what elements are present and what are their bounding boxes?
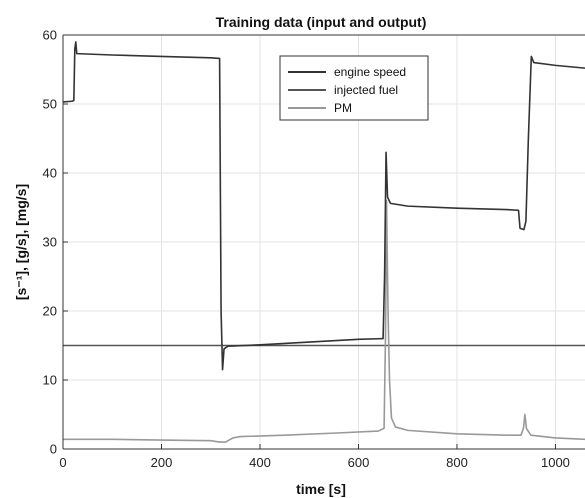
series-layer (63, 41, 585, 443)
legend: engine speed injected fuel PM (279, 55, 429, 121)
legend-label: PM (334, 101, 352, 115)
y-tick-label: 50 (43, 97, 57, 112)
x-axis-label: time [s] (296, 481, 346, 497)
grid-lines (62, 34, 585, 450)
series-line-engine-speed (63, 41, 585, 371)
y-tick-label: 30 (43, 235, 57, 250)
x-tick-label: 200 (151, 455, 173, 470)
series-line-pm (63, 199, 585, 443)
y-tick-label: 60 (43, 28, 57, 43)
x-tick-label: 600 (348, 455, 370, 470)
axes (62, 34, 585, 450)
legend-box (279, 55, 429, 121)
x-tick-label: 400 (249, 455, 271, 470)
y-tick-label: 10 (43, 373, 57, 388)
chart-title: Training data (input and output) (216, 14, 427, 30)
x-tick-label: 800 (446, 455, 468, 470)
y-axis-label: [s⁻¹], [g/s], [mg/s] (13, 184, 29, 300)
x-tick-label: 0 (59, 455, 66, 470)
y-tick-label: 0 (50, 442, 57, 457)
tick-labels: 0 200 400 600 800 1000 0 10 20 30 40 50 60 (43, 28, 570, 471)
x-tick-label: 1000 (541, 455, 570, 470)
y-tick-label: 40 (43, 166, 57, 181)
legend-label: injected fuel (334, 83, 398, 97)
y-tick-label: 20 (43, 304, 57, 319)
legend-label: engine speed (334, 65, 406, 79)
